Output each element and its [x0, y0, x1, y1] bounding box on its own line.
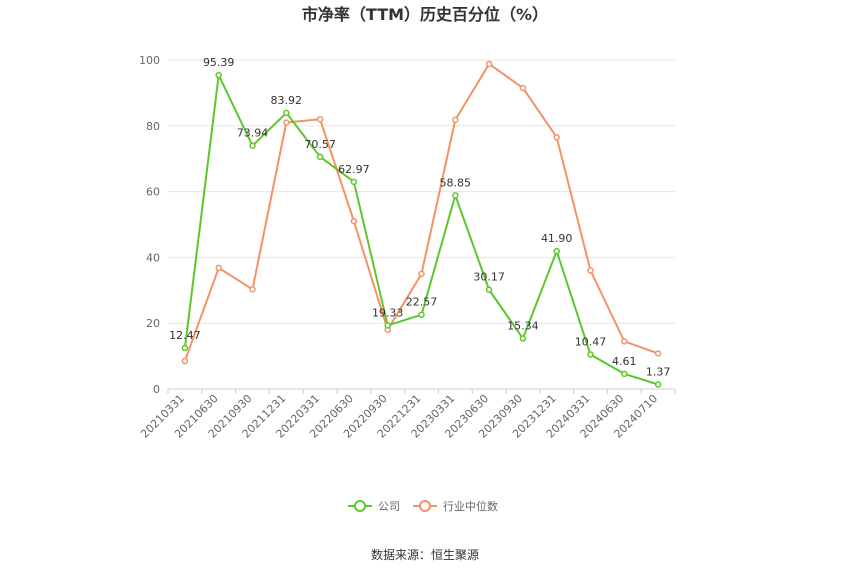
chart-title: 市净率（TTM）历史百分位（%） [302, 5, 548, 24]
legend-item-0[interactable]: 公司 [348, 500, 400, 513]
data-point [485, 286, 493, 293]
grid-lines [168, 59, 675, 390]
data-point [350, 217, 358, 225]
data-point [654, 350, 662, 357]
y-axis: 0 20 40 60 80 100 [139, 54, 160, 396]
y-tick-label: 20 [146, 317, 160, 330]
data-point [587, 351, 594, 358]
y-tick-label: 60 [146, 186, 160, 199]
data-label: 58.85 [440, 176, 472, 189]
data-point [249, 142, 256, 149]
data-label: 41.90 [541, 232, 573, 245]
legend[interactable]: 公司 行业中位数 [348, 499, 498, 513]
data-label: 10.47 [575, 336, 607, 349]
data-label: 95.39 [203, 56, 235, 69]
y-tick-label: 40 [146, 251, 160, 264]
data-point [350, 178, 358, 186]
x-axis: 2021033120210630202109302021123120220331… [138, 389, 676, 441]
data-point [621, 338, 628, 345]
data-label: 22.57 [406, 296, 438, 309]
data-point [283, 109, 290, 117]
data-point [418, 311, 425, 318]
data-point [316, 115, 324, 123]
y-tick-label: 80 [146, 120, 160, 133]
y-tick-label: 100 [139, 54, 160, 67]
y-tick-label: 0 [153, 383, 160, 396]
data-point [316, 153, 324, 161]
data-label: 12.47 [169, 329, 201, 342]
data-point [249, 286, 256, 293]
data-point [283, 119, 290, 126]
legend-item-1[interactable]: 行业中位数 [413, 499, 498, 513]
data-point [519, 84, 527, 92]
data-point [181, 344, 189, 352]
data-label: 30.17 [473, 271, 505, 284]
data-point [215, 264, 222, 272]
data-point [553, 247, 560, 255]
data-point [215, 71, 222, 79]
data-point [452, 116, 459, 124]
legend-label: 公司 [378, 500, 400, 513]
data-point [587, 267, 594, 274]
data-label: 1.37 [646, 365, 671, 378]
data-label: 62.97 [338, 163, 370, 176]
legend-label: 行业中位数 [443, 499, 498, 513]
data-point [418, 270, 425, 278]
data-point [485, 60, 493, 68]
source-note: 数据来源：恒生聚源 [371, 547, 479, 562]
data-label: 15.34 [507, 320, 539, 333]
data-point [621, 370, 628, 378]
data-point [384, 322, 391, 329]
data-label: 70.57 [304, 138, 336, 151]
data-point [452, 192, 459, 199]
data-point [553, 134, 560, 141]
data-label: 19.33 [372, 306, 404, 319]
data-point [181, 357, 189, 365]
data-point [519, 335, 527, 342]
data-label: 73.94 [237, 127, 269, 140]
data-label: 83.92 [271, 94, 303, 107]
legend-marker [354, 500, 366, 512]
series-layer [181, 60, 662, 388]
data-point [654, 381, 662, 388]
legend-marker [419, 500, 431, 512]
data-label: 4.61 [612, 355, 637, 368]
